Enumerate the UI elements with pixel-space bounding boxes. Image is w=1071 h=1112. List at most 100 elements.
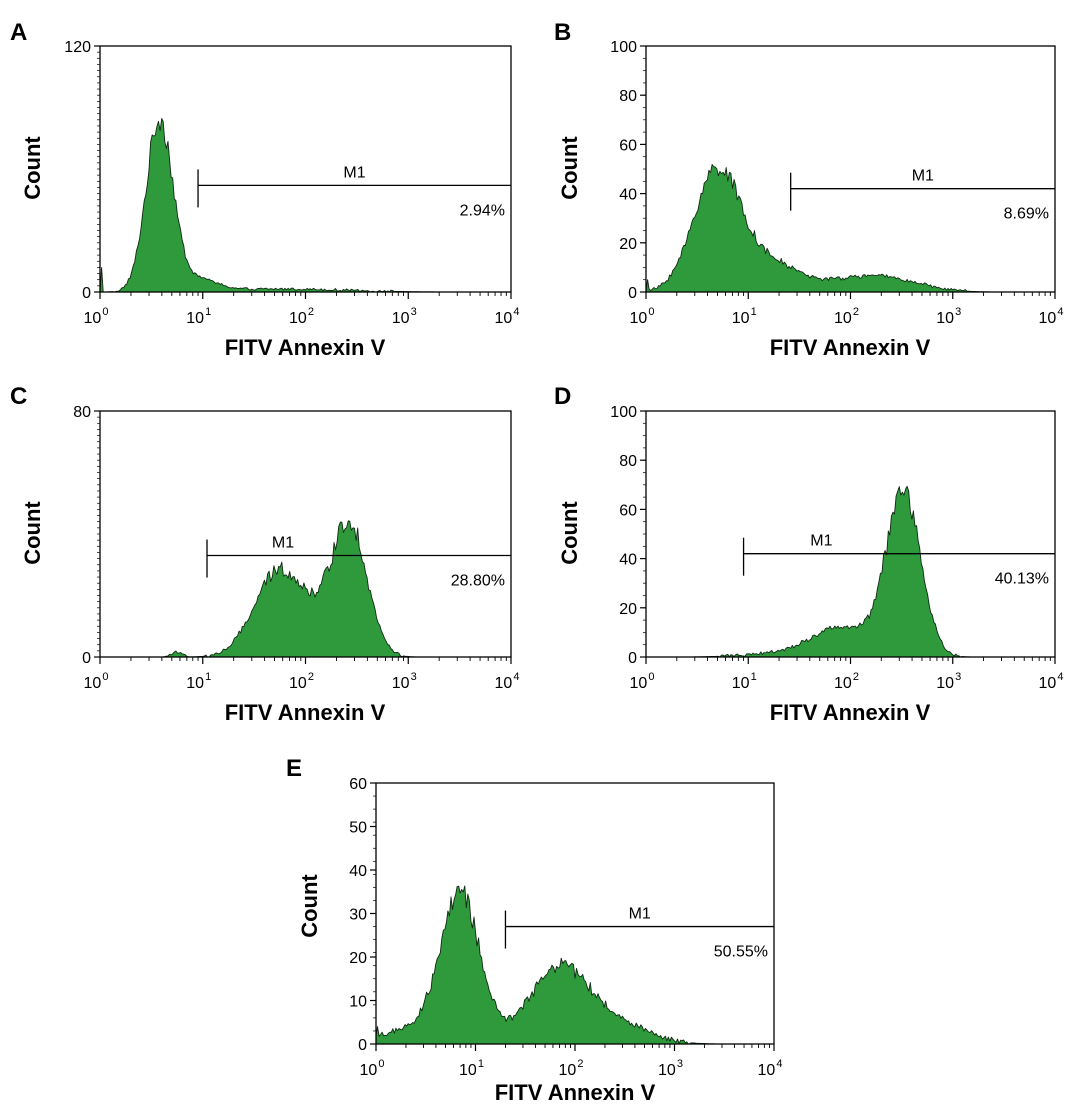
panel-d-letter: D xyxy=(554,383,571,410)
panel-b-y-tick-label: 60 xyxy=(619,137,637,154)
panel-c-letter: C xyxy=(10,383,27,410)
panel-d-x-axis-title: FITV Annexin V xyxy=(770,700,931,725)
panel-a-x-tick-label: 103 xyxy=(392,306,417,327)
panel-c-m1-label: M1 xyxy=(272,535,294,552)
panel-a-y-tick-label: 120 xyxy=(64,39,91,56)
panel-e-x-tick-exponent: 1 xyxy=(478,1058,484,1070)
panel-c-histogram-fill xyxy=(99,520,512,658)
panel-e-x-tick-exponent: 0 xyxy=(378,1058,384,1070)
panel-b-y-tick-label: 20 xyxy=(619,236,637,253)
panel-d-y-tick-label: 80 xyxy=(619,453,637,470)
panel-a-x-tick-exponent: 3 xyxy=(411,306,417,318)
panel-a-x-tick-label: 102 xyxy=(289,306,314,327)
panel-d-x-tick-label: 101 xyxy=(732,671,757,692)
panel-b-x-tick-label: 104 xyxy=(1039,306,1064,327)
panel-a-y-tick-label: 0 xyxy=(82,285,91,302)
panel-e-y-tick-label: 20 xyxy=(349,950,367,967)
panel-d-x-tick-exponent: 2 xyxy=(853,671,859,683)
panel-b-y-axis-title: Count xyxy=(557,136,582,200)
panel-b-histogram-fill xyxy=(645,163,1056,293)
panel-d-x-tick-label: 104 xyxy=(1039,671,1064,692)
panel-d-y-tick-label: 20 xyxy=(619,601,637,618)
panel-b-y-tick-label: 0 xyxy=(628,285,637,302)
panel-d-m1-percent: 40.13% xyxy=(995,571,1049,588)
panel-e-y-tick-label: 60 xyxy=(349,776,367,793)
panel-d-y-tick-label: 60 xyxy=(619,502,637,519)
panel-e-histogram-fill xyxy=(375,885,775,1045)
panel-d-y-tick-label: 100 xyxy=(610,404,637,421)
panel-d-x-tick-exponent: 1 xyxy=(751,671,757,683)
panel-e-x-tick-exponent: 4 xyxy=(776,1058,782,1070)
panel-d-x-tick-label: 100 xyxy=(630,671,655,692)
panel-c-y-tick-label: 0 xyxy=(82,650,91,667)
panel-d-y-axis-title: Count xyxy=(557,501,582,565)
panel-d-histogram-fill xyxy=(645,485,1056,658)
panel-c-x-axis-title: FITV Annexin V xyxy=(225,700,386,725)
panel-d-x-tick-exponent: 4 xyxy=(1057,671,1063,683)
panel-e-y-tick-label: 30 xyxy=(349,907,367,924)
panel-a-x-axis-title: FITV Annexin V xyxy=(225,335,386,360)
panel-c-x-tick-exponent: 1 xyxy=(205,671,211,683)
panel-e-x-tick-label: 100 xyxy=(360,1058,385,1079)
panel-a-y-axis-title: Count xyxy=(20,136,45,200)
panel-e: E Count FITV Annexin V 100 101 102 103 10401… xyxy=(286,755,782,1105)
panel-b-x-tick-label: 101 xyxy=(732,306,757,327)
panel-b-m1-label: M1 xyxy=(912,168,934,185)
panel-a-m1-percent: 2.94% xyxy=(460,202,505,219)
panel-c-x-tick-label: 103 xyxy=(392,671,417,692)
panel-d-x-tick-label: 103 xyxy=(936,671,961,692)
panel-b-m1-percent: 8.69% xyxy=(1004,206,1049,223)
panel-c-y-axis-title: Count xyxy=(20,501,45,565)
panel-d-plot-frame xyxy=(645,410,1056,658)
panel-b-x-tick-label: 102 xyxy=(834,306,859,327)
panel-b-x-tick-label: 100 xyxy=(630,306,655,327)
panel-d: D Count FITV Annexin V 100 101 102 103 10402… xyxy=(554,383,1063,725)
panel-b-x-tick-label: 103 xyxy=(936,306,961,327)
panel-b-letter: B xyxy=(554,19,571,46)
panel-e-m1-percent: 50.55% xyxy=(714,944,768,961)
panel-d-y-tick-label: 40 xyxy=(619,552,637,569)
panel-d-m1-label: M1 xyxy=(810,533,832,550)
panel-c-x-tick-exponent: 2 xyxy=(308,671,314,683)
panel-b-x-axis-title: FITV Annexin V xyxy=(770,335,931,360)
panel-e-x-tick-label: 104 xyxy=(758,1058,783,1079)
panel-a-x-tick-label: 100 xyxy=(84,306,109,327)
panel-c-x-tick-label: 101 xyxy=(186,671,211,692)
panel-a-letter: A xyxy=(10,19,27,46)
panel-e-x-tick-label: 103 xyxy=(658,1058,683,1079)
panel-d-x-tick-exponent: 0 xyxy=(648,671,654,683)
panel-e-y-tick-label: 40 xyxy=(349,863,367,880)
panel-e-x-tick-label: 101 xyxy=(459,1058,484,1079)
panel-a-m1-label: M1 xyxy=(343,164,365,181)
panel-c-x-tick-exponent: 0 xyxy=(102,671,108,683)
panel-d-x-tick-label: 102 xyxy=(834,671,859,692)
panel-a-histogram-fill xyxy=(99,118,512,293)
panel-c-y-tick-label: 80 xyxy=(73,404,91,421)
panel-c-m1-percent: 28.80% xyxy=(451,573,505,590)
panel-a-x-tick-exponent: 1 xyxy=(205,306,211,318)
panel-e-y-tick-label: 0 xyxy=(358,1037,367,1054)
panel-c-x-tick-exponent: 4 xyxy=(513,671,519,683)
panel-c-x-tick-exponent: 3 xyxy=(411,671,417,683)
panel-e-x-tick-label: 102 xyxy=(559,1058,584,1079)
panel-e-m1-label: M1 xyxy=(629,906,651,923)
panel-b-y-tick-label: 80 xyxy=(619,88,637,105)
panel-e-y-tick-label: 10 xyxy=(349,994,367,1011)
panel-a-x-tick-label: 104 xyxy=(495,306,520,327)
panel-d-x-tick-exponent: 3 xyxy=(955,671,961,683)
panel-c: C Count FITV Annexin V 100 101 102 103 10408… xyxy=(10,383,519,725)
panel-b-x-tick-exponent: 4 xyxy=(1057,306,1063,318)
panel-e-y-tick-label: 50 xyxy=(349,820,367,837)
panel-a-x-tick-exponent: 0 xyxy=(102,306,108,318)
panel-d-y-tick-label: 0 xyxy=(628,650,637,667)
panel-b-x-tick-exponent: 0 xyxy=(648,306,654,318)
panel-e-x-tick-exponent: 3 xyxy=(677,1058,683,1070)
panel-b: B Count FITV Annexin V 100 101 102 103 104 0 2… xyxy=(554,19,1063,360)
panel-b-y-tick-label: 40 xyxy=(619,187,637,204)
